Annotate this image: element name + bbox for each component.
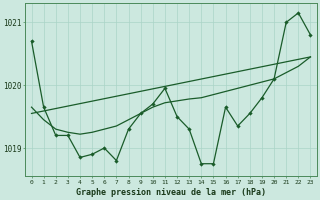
X-axis label: Graphe pression niveau de la mer (hPa): Graphe pression niveau de la mer (hPa): [76, 188, 266, 197]
